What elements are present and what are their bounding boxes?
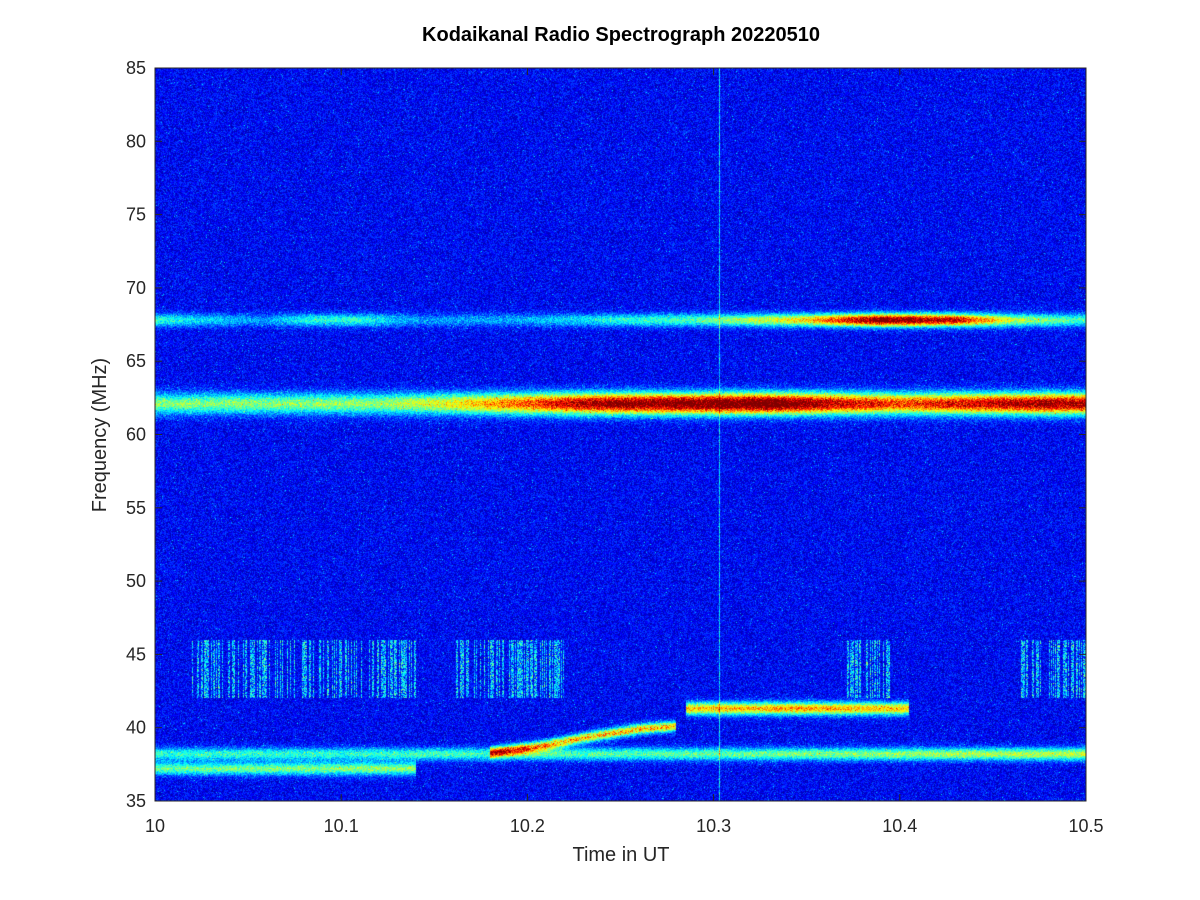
y-tick-label: 35	[126, 791, 146, 811]
x-axis-label: Time in UT	[572, 844, 669, 866]
y-tick-label: 85	[126, 58, 146, 78]
x-tick-label: 10.4	[882, 816, 917, 836]
x-tick-label: 10.1	[324, 816, 359, 836]
spectrogram-image-holder	[155, 68, 1086, 801]
y-tick-label: 70	[126, 278, 146, 298]
y-tick-label: 60	[126, 425, 146, 445]
y-tick-label: 75	[126, 205, 146, 225]
y-tick-label: 50	[126, 571, 146, 591]
x-axis: 10 10.1 10.2 10.3 10.4 10.5	[145, 68, 1104, 836]
y-axis-label: Frequency (MHz)	[89, 358, 111, 512]
chart-title: Kodaikanal Radio Spectrograph 20220510	[422, 24, 820, 46]
plot-area	[154, 67, 1087, 802]
spectrogram-heatmap	[155, 68, 1086, 801]
y-tick-label: 80	[126, 131, 146, 151]
y-tick-label: 65	[126, 351, 146, 371]
x-tick-label: 10.2	[510, 816, 545, 836]
y-tick-label: 40	[126, 718, 146, 738]
y-axis: 35 40 45 50 55 60 65 70 75 80 85	[126, 58, 1086, 811]
y-tick-label: 45	[126, 644, 146, 664]
x-tick-label: 10.3	[696, 816, 731, 836]
y-tick-label: 55	[126, 498, 146, 518]
x-tick-label: 10	[145, 816, 165, 836]
x-tick-label: 10.5	[1068, 816, 1103, 836]
